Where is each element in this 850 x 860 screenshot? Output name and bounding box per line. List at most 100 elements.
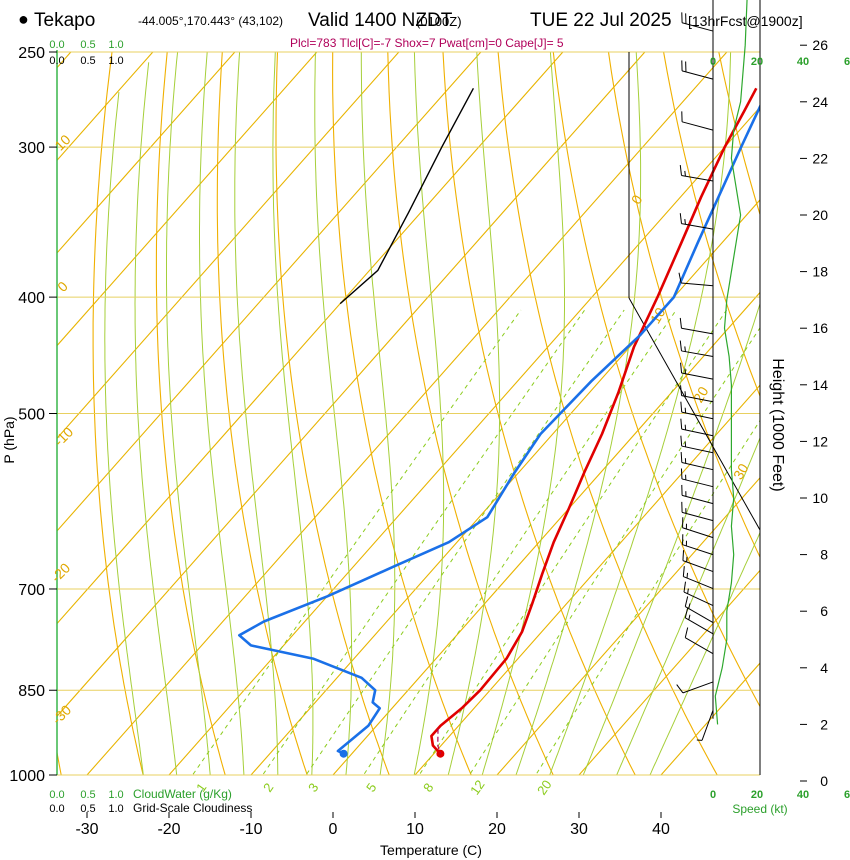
- pressure-tick-label: 300: [18, 140, 45, 157]
- pressure-tick-label: 700: [18, 582, 45, 599]
- pressure-tick-label: 250: [18, 45, 45, 62]
- temperature-tick-label: -20: [157, 821, 180, 838]
- mixing-ratio-label: 5: [363, 780, 379, 795]
- wind-barb-staff: [681, 478, 714, 488]
- height-tick-label: 8: [820, 547, 828, 563]
- wind-barb: [680, 401, 714, 420]
- wind-barb: [679, 165, 714, 182]
- wind-barb: [680, 452, 714, 471]
- wind-barb: [680, 385, 714, 403]
- temperature-tick-label: 10: [406, 821, 424, 838]
- speed-tick-label: 20: [751, 789, 763, 801]
- speed-tick-label: 40: [797, 789, 809, 801]
- isotherm-line: [332, 291, 760, 775]
- wind-barb-flag: [680, 452, 683, 463]
- dry-adiabat-line: [155, 52, 226, 775]
- cloudwater-label: CloudWater (g/Kg): [133, 787, 232, 801]
- wind-barb: [684, 627, 714, 655]
- wind-barb-staff: [681, 70, 714, 80]
- wind-barb-staff: [681, 462, 714, 471]
- wind-barb: [680, 435, 714, 454]
- cloudwater-tick-label: 0.5: [80, 39, 95, 51]
- speed-tick-label: 20: [751, 56, 763, 68]
- height-tick-label: 16: [812, 320, 828, 336]
- isotherm-label: -10: [51, 424, 77, 450]
- speed-axis-label: Speed (kt): [732, 802, 787, 816]
- moist-adiabat-line: [481, 52, 565, 775]
- wind-barb: [679, 213, 714, 230]
- isotherm-label: 20: [690, 384, 712, 406]
- wind-barb-half-flag: [684, 368, 687, 374]
- cloudiness-tick-label: 1.0: [108, 55, 123, 67]
- moist-adiabat-line: [413, 52, 445, 775]
- dewpoint-line: [238, 103, 760, 755]
- isotherm-line: [250, 199, 760, 775]
- isotherm-line: [57, 52, 564, 625]
- wind-barb: [682, 517, 714, 539]
- wind-barb: [679, 317, 714, 335]
- dry-adiabat-lines: [57, 31, 850, 801]
- dry-adiabat-line: [824, 31, 850, 801]
- wind-barb: [682, 534, 714, 556]
- dry-adiabat-line: [92, 52, 144, 775]
- wind-barb-staff: [685, 617, 714, 635]
- isotherm-line: [57, 52, 482, 532]
- lifted-parcel-line: [437, 728, 441, 754]
- cloudiness-tick-label: 0.0: [49, 803, 64, 815]
- moist-adiabat-line: [166, 52, 211, 775]
- isotherm-line: [414, 384, 760, 775]
- isotherm-label: 10: [51, 131, 73, 153]
- dry-adiabat-line: [442, 52, 636, 775]
- wind-barb-staff: [683, 576, 714, 590]
- parcel-line: [339, 87, 475, 305]
- wind-barb-flag: [680, 385, 683, 396]
- cloudwater-tick-label: 0.0: [49, 789, 64, 801]
- wind-barb-staff: [683, 591, 714, 606]
- wind-barb-flag: [678, 272, 682, 284]
- dry-adiabat-line: [216, 52, 308, 775]
- valid-date: TUE 22 Jul 2025: [530, 10, 672, 31]
- speed-tick-label: 0: [710, 789, 716, 801]
- sounding-parameters: Plcl=783 Tlcl[C]=-7 Shox=7 Pwat[cm]=0 Ca…: [290, 36, 564, 50]
- height-tick-label: 2: [820, 716, 828, 732]
- wind-barb-flag: [676, 684, 684, 694]
- wind-barb-staff: [681, 372, 714, 380]
- pressure-axis-label: P (hPa): [1, 416, 17, 463]
- mixing-ratio-label: 3: [305, 780, 321, 795]
- wind-barb: [681, 111, 714, 131]
- chart-header: ● Tekapo -44.005°,170.443° (43,102) Vali…: [0, 0, 850, 50]
- wind-barb: [681, 484, 714, 505]
- wind-barb-staff: [682, 681, 714, 694]
- height-tick-label: 18: [812, 264, 828, 280]
- wind-barb: [679, 340, 714, 357]
- sounding-profiles: [238, 87, 760, 758]
- height-tick-label: 0: [820, 773, 828, 789]
- cloudiness-tick-label: 0.5: [80, 55, 95, 67]
- wind-barb: [676, 681, 714, 694]
- wind-barb: [678, 272, 714, 287]
- wind-barb-staff: [681, 22, 714, 32]
- height-tick-label: 6: [820, 603, 828, 619]
- wind-barb: [680, 418, 714, 437]
- isotherm-line: [57, 52, 318, 347]
- isobar-lines: [57, 51, 760, 776]
- temperature-tick-label: 40: [652, 821, 670, 838]
- wind-barb: [683, 581, 714, 606]
- dry-adiabat-line: [275, 52, 390, 775]
- isotherm-label: -20: [48, 560, 74, 586]
- station-coords: -44.005°,170.443° (43,102): [138, 14, 284, 28]
- valid-time: Valid 1400 NZDT: [308, 10, 453, 31]
- wind-barb-flag: [679, 213, 682, 224]
- wind-barb-flag: [682, 566, 685, 577]
- moist-adiabat-line: [272, 52, 314, 775]
- wind-barb: [680, 468, 714, 488]
- wind-barb-staff: [681, 445, 714, 454]
- height-axis-label: Height (1000 Feet): [769, 358, 786, 491]
- isotherm-label: 30: [730, 461, 752, 483]
- dry-adiabat-line: [497, 52, 718, 775]
- height-tick-label: 4: [820, 660, 828, 676]
- mixing-ratio-label: 8: [420, 780, 436, 795]
- wind-barb-staff: [681, 428, 714, 437]
- wind-barb-staff: [681, 327, 714, 335]
